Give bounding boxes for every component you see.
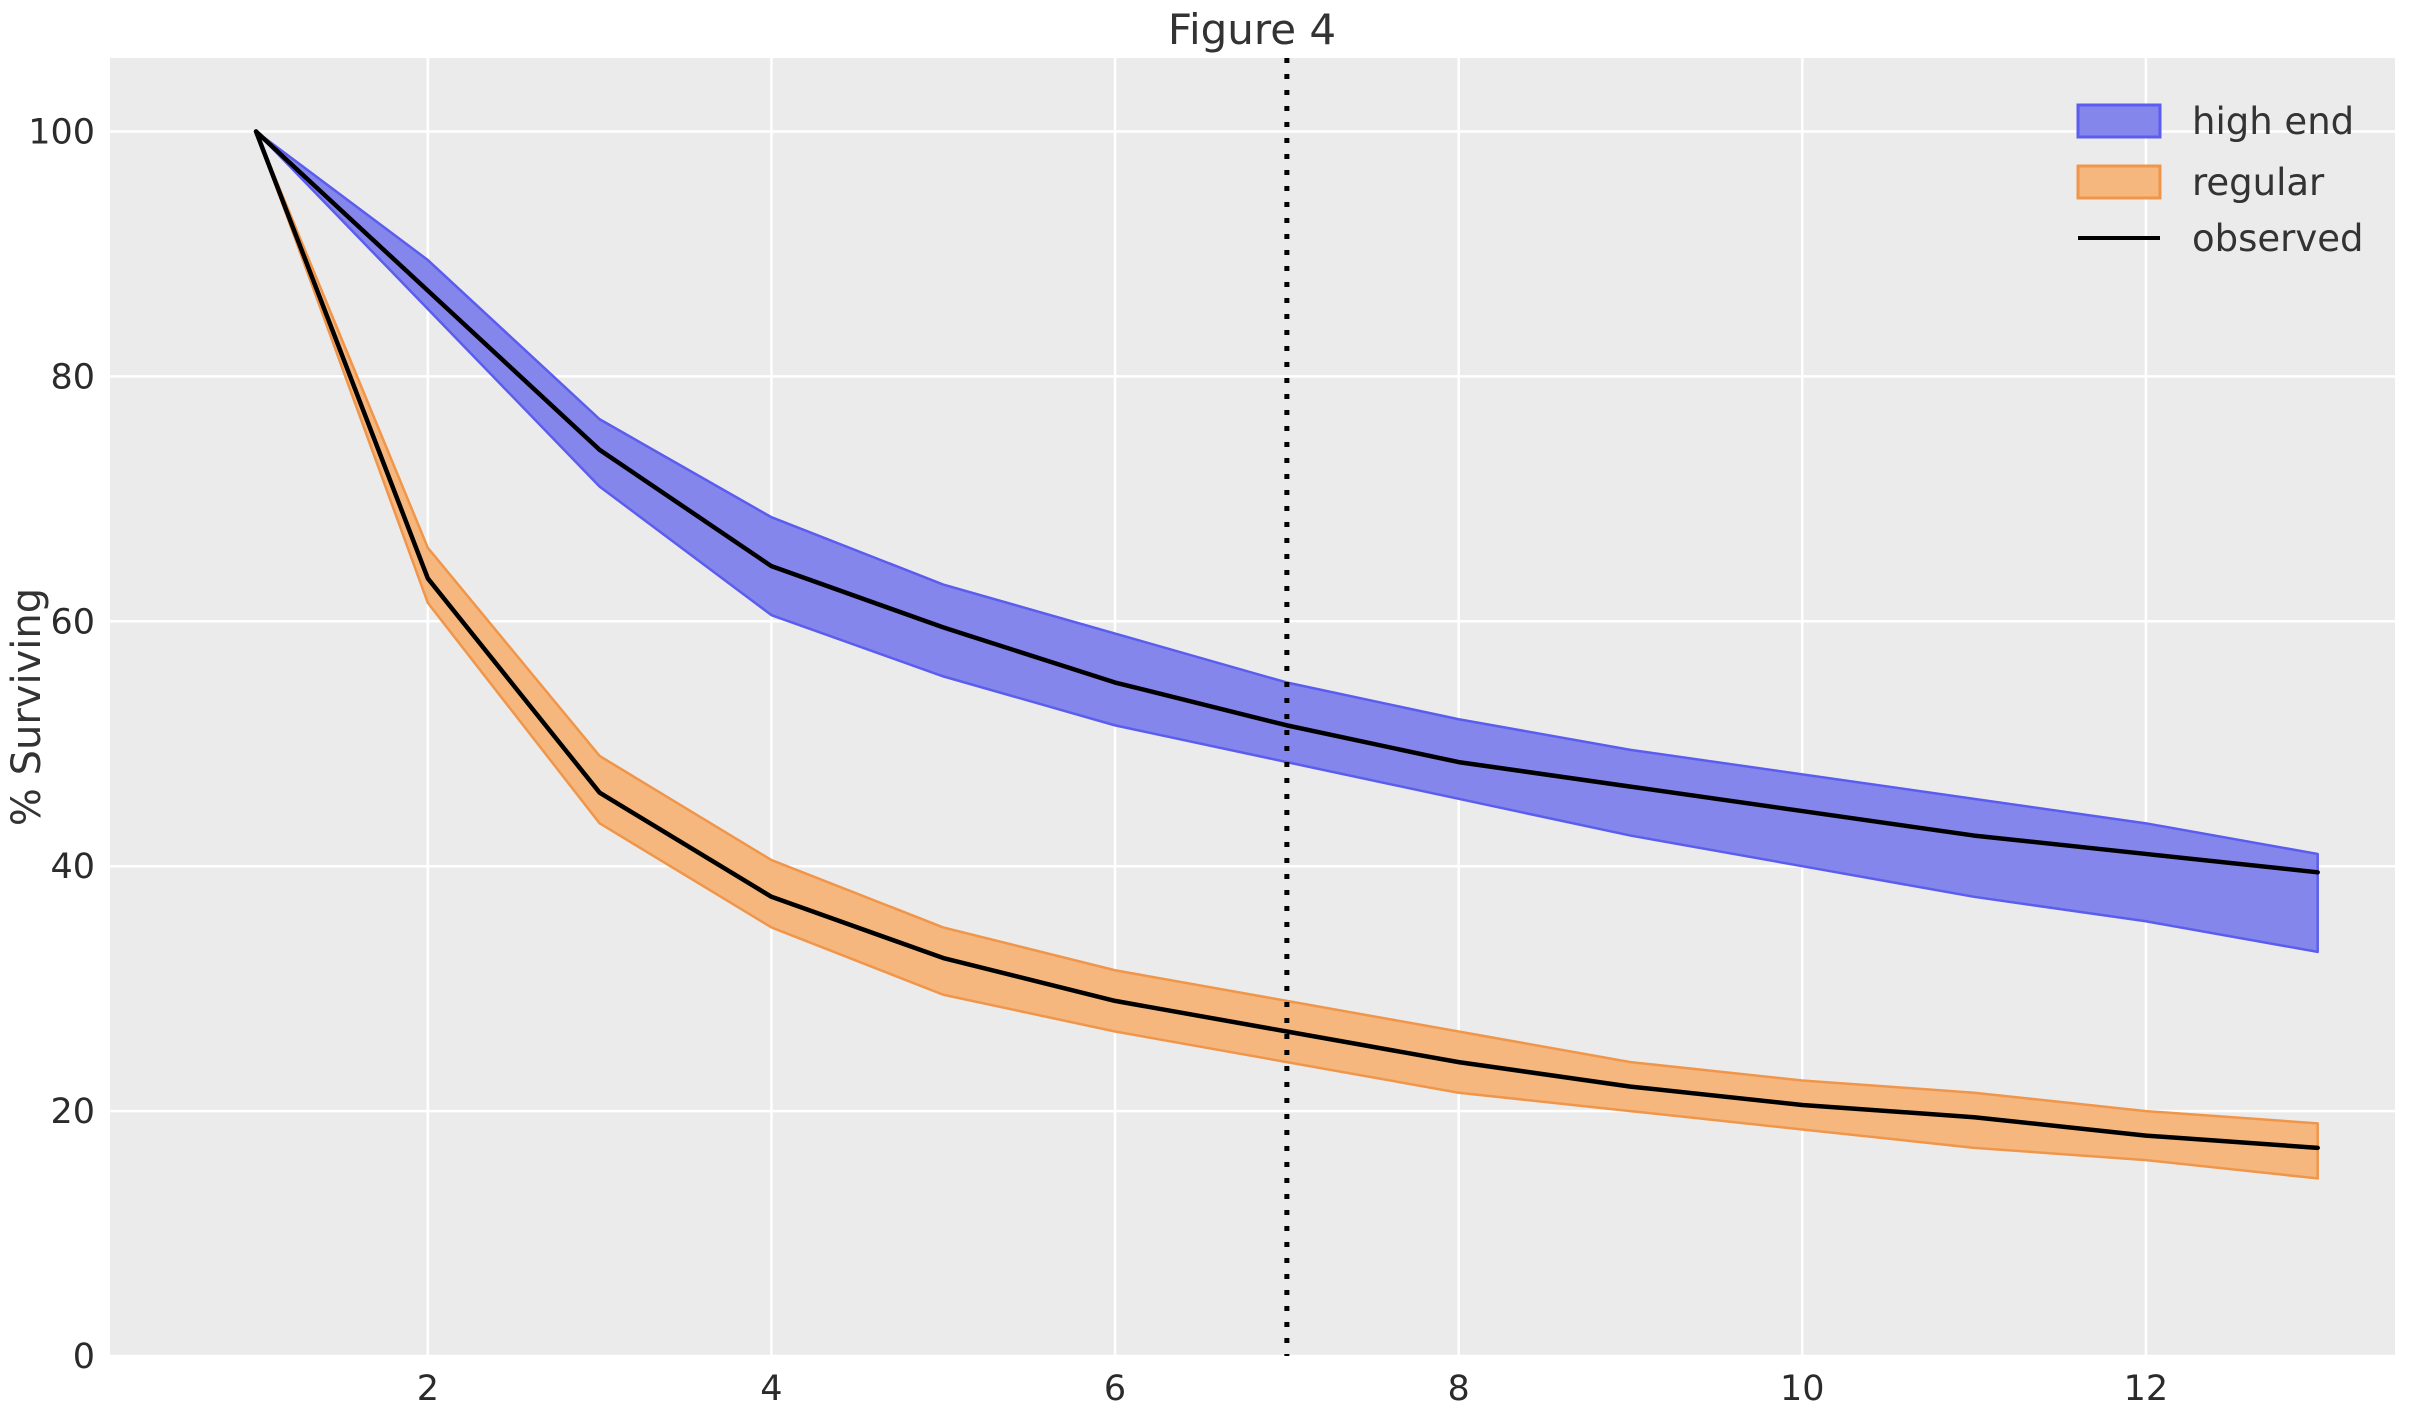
x-tick-label-2: 2 bbox=[417, 1369, 439, 1409]
confidence-bands bbox=[254, 130, 2319, 1180]
legend-label-regular: regular bbox=[2192, 161, 2325, 204]
x-tick-labels: 2 4 6 8 10 12 bbox=[417, 1369, 2168, 1409]
high-end-band bbox=[254, 130, 2319, 954]
x-tick-label-6: 6 bbox=[1104, 1369, 1126, 1409]
legend-label-observed: observed bbox=[2192, 217, 2364, 260]
legend-label-high-end: high end bbox=[2192, 100, 2354, 143]
chart-title: Figure 4 bbox=[1168, 5, 1336, 54]
x-tick-label-12: 12 bbox=[2124, 1369, 2169, 1409]
y-tick-labels: 0 20 40 60 80 100 bbox=[28, 112, 95, 1377]
y-tick-label-40: 40 bbox=[50, 847, 95, 887]
y-tick-label-80: 80 bbox=[50, 357, 95, 397]
observed-high-end-line bbox=[253, 129, 2320, 875]
x-tick-label-4: 4 bbox=[760, 1369, 782, 1409]
y-tick-label-60: 60 bbox=[50, 602, 95, 642]
x-tick-label-8: 8 bbox=[1448, 1369, 1470, 1409]
legend-swatch-regular bbox=[2076, 164, 2162, 200]
legend-swatch-high-end bbox=[2076, 103, 2162, 139]
observed-regular-line bbox=[253, 129, 2320, 1151]
x-tick-label-10: 10 bbox=[1780, 1369, 1825, 1409]
observed-lines bbox=[253, 129, 2320, 1151]
regular-band bbox=[254, 130, 2319, 1180]
y-tick-label-0: 0 bbox=[73, 1337, 95, 1377]
legend: high end regular observed bbox=[2076, 100, 2364, 260]
y-tick-label-100: 100 bbox=[28, 112, 95, 152]
y-tick-label-20: 20 bbox=[50, 1092, 95, 1132]
y-axis-label: % Surviving bbox=[4, 588, 50, 826]
